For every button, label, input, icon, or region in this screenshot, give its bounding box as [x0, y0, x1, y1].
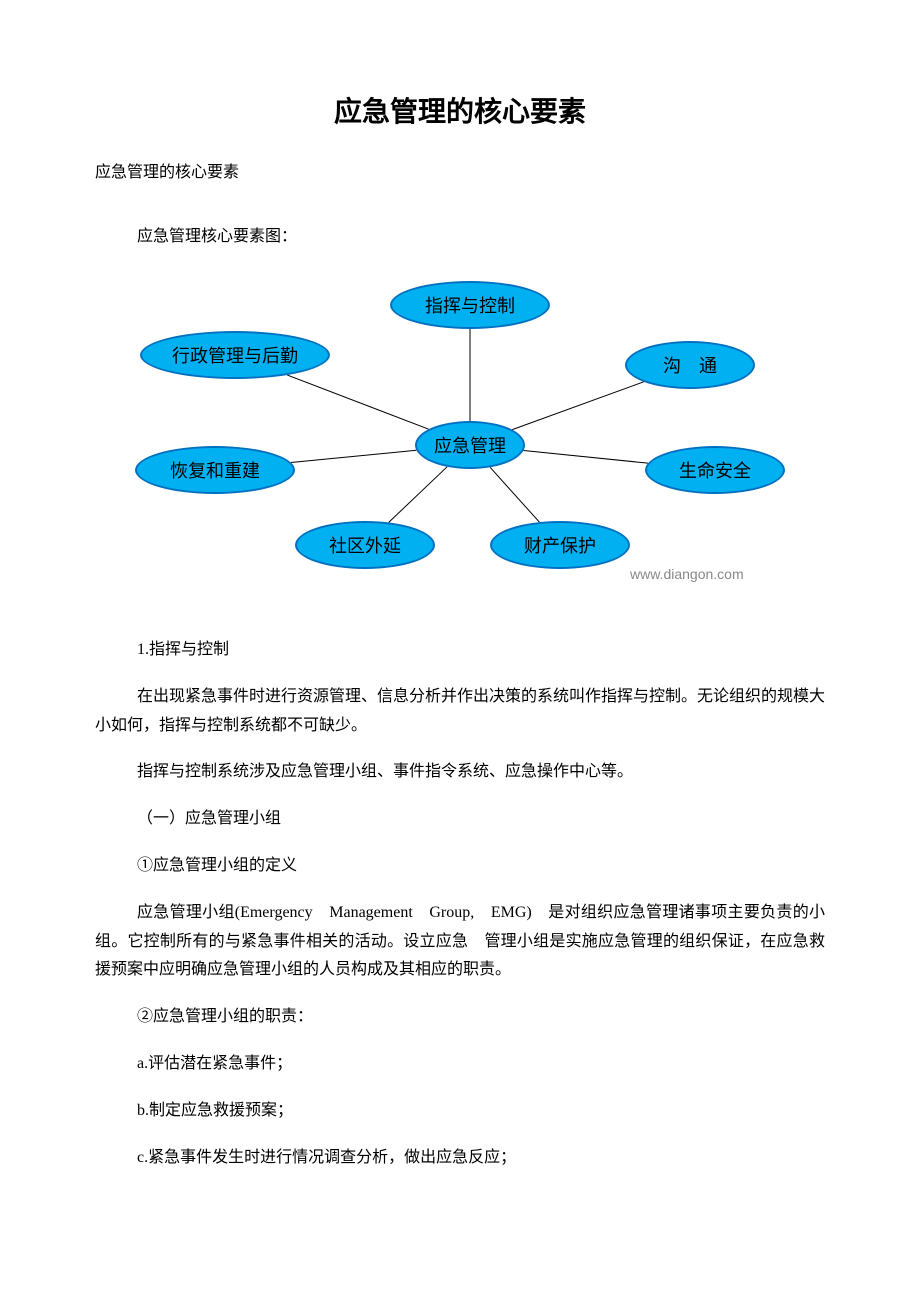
- diagram-satellite-node: 沟 通: [625, 341, 755, 389]
- list-item-b: b.制定应急救援预案；: [137, 1097, 825, 1126]
- para-3: 指挥与控制系统涉及应急管理小组、事件指令系统、应急操作中心等。: [137, 758, 825, 787]
- heading-sub-2: ①应急管理小组的定义: [137, 852, 825, 881]
- diagram-edge: [490, 467, 539, 522]
- subtitle: 应急管理的核心要素: [95, 158, 825, 182]
- diagram-edge: [512, 382, 643, 430]
- diagram-satellite-node: 恢复和重建: [135, 446, 295, 494]
- para-6: 应急管理小组(Emergency Management Group, EMG) …: [95, 899, 825, 985]
- diagram-edge: [389, 467, 447, 523]
- heading-sub-1: （一）应急管理小组: [137, 805, 825, 834]
- diagram-edge: [524, 450, 648, 463]
- diagram-satellite-node: 社区外延: [295, 521, 435, 569]
- diagram-label: 应急管理核心要素图：: [137, 222, 825, 246]
- diagram-edge: [291, 450, 416, 462]
- diagram-center-node: 应急管理: [415, 421, 525, 469]
- diagram-edge: [287, 375, 428, 429]
- heading-1: 1.指挥与控制: [137, 636, 825, 665]
- diagram-satellite-node: 行政管理与后勤: [140, 331, 330, 379]
- page-title: 应急管理的核心要素: [95, 90, 825, 130]
- diagram-satellite-node: 财产保护: [490, 521, 630, 569]
- diagram-satellite-node: 指挥与控制: [390, 281, 550, 329]
- diagram-satellite-node: 生命安全: [645, 446, 785, 494]
- heading-sub-3: ②应急管理小组的职责：: [137, 1003, 825, 1032]
- para-2: 在出现紧急事件时进行资源管理、信息分析并作出决策的系统叫作指挥与控制。无论组织的…: [95, 683, 825, 741]
- watermark: www.diangon.com: [630, 566, 744, 582]
- diagram: www.diangon.com 应急管理 指挥与控制沟 通生命安全财产保护 社区外延…: [120, 276, 800, 586]
- list-item-a: a.评估潜在紧急事件；: [137, 1050, 825, 1079]
- list-item-c: c.紧急事件发生时进行情况调查分析，做出应急反应；: [137, 1144, 825, 1173]
